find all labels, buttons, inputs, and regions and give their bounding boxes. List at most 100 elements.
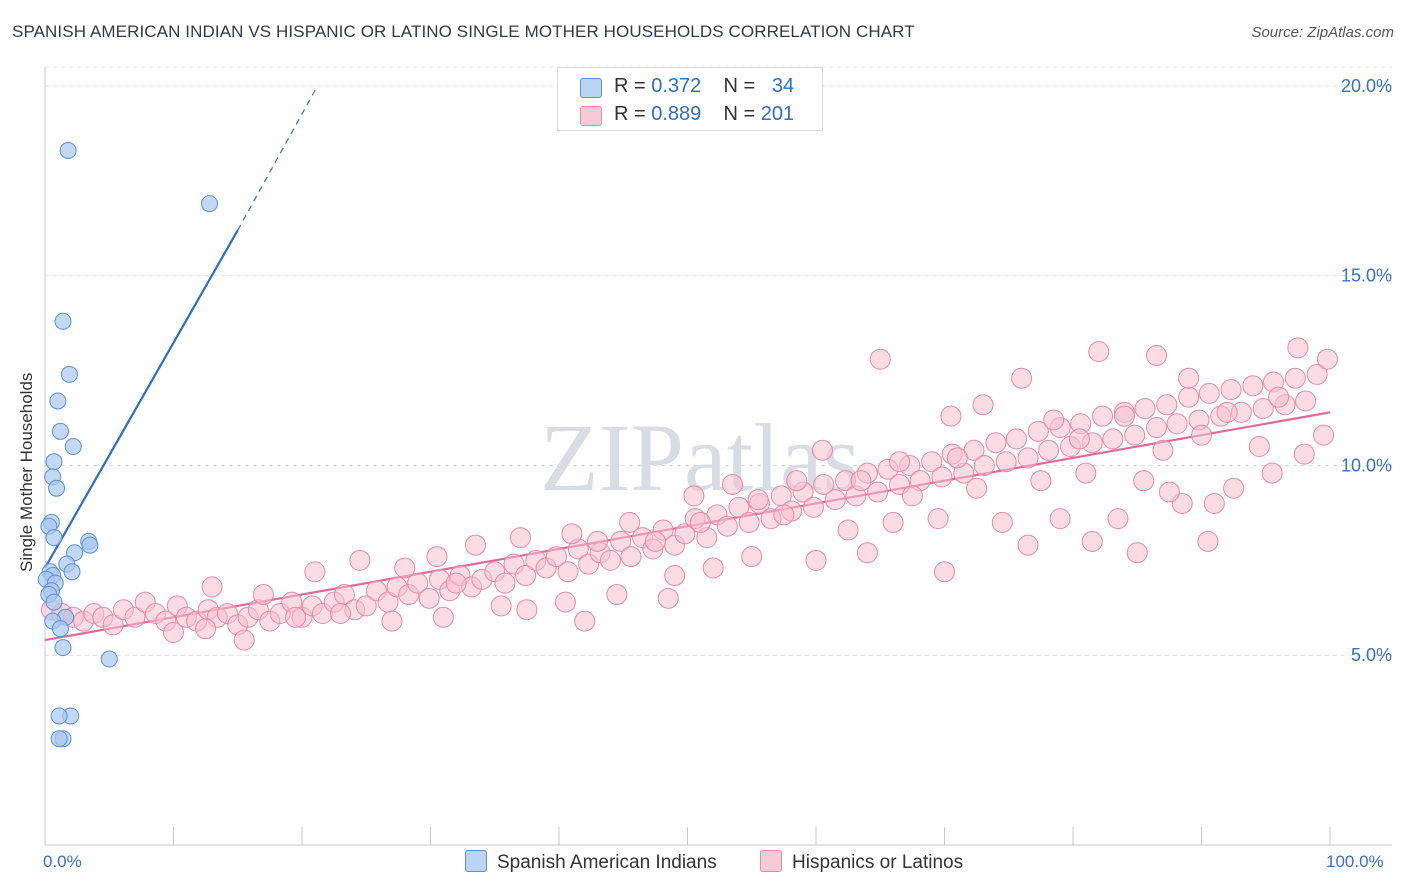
legend-r-value: 0.889 — [651, 103, 702, 125]
pink-point — [494, 572, 516, 594]
pink-point — [728, 496, 750, 518]
pink-point — [1113, 405, 1135, 427]
y-tick-label: 10.0% — [1341, 455, 1392, 475]
pink-point — [995, 451, 1017, 473]
pink-point — [683, 485, 705, 507]
pink-point — [1220, 379, 1242, 401]
pink-point — [824, 489, 846, 511]
blue-point — [200, 195, 218, 213]
pink-point — [721, 473, 743, 495]
blue-point — [45, 529, 63, 547]
pink-point — [889, 451, 911, 473]
pink-point — [1313, 424, 1335, 446]
pink-point — [811, 439, 833, 461]
blue-point — [51, 620, 69, 638]
pink-point — [1049, 508, 1071, 530]
pink-point — [381, 610, 403, 632]
pink-point — [850, 470, 872, 492]
pink-point — [407, 572, 429, 594]
pink-point — [620, 546, 642, 568]
pink-point — [418, 587, 440, 609]
bottom-legend-label: Hispanics or Latinos — [792, 852, 964, 873]
pink-point — [869, 348, 891, 370]
pink-point — [1203, 492, 1225, 514]
bottom-legend-swatch-pink — [760, 850, 782, 872]
pink-point — [554, 591, 576, 613]
pink-point — [432, 606, 454, 628]
legend-n-label: N = — [723, 75, 756, 97]
blue-point — [48, 479, 66, 497]
pink-point — [882, 511, 904, 533]
pink-point — [330, 602, 352, 624]
pink-point — [619, 511, 641, 533]
legend-r-label: R = — [614, 75, 646, 97]
blue-point — [50, 730, 68, 748]
pink-point — [252, 584, 274, 606]
pink-point — [773, 504, 795, 526]
pink-point — [1178, 386, 1200, 408]
pink-point — [464, 534, 486, 556]
pink-point — [940, 405, 962, 427]
pink-point — [285, 606, 307, 628]
pink-point — [1293, 443, 1315, 465]
x-tick-label-max: 100.0% — [1326, 852, 1384, 871]
pink-point — [1223, 477, 1245, 499]
pink-point — [1005, 428, 1027, 450]
pink-point — [802, 496, 824, 518]
bottom-legend-hispanics-or-latinos: Hispanics or Latinos — [760, 850, 963, 874]
pink-point — [233, 629, 255, 651]
pink-point — [515, 565, 537, 587]
pink-point — [1295, 390, 1317, 412]
pink-point — [1166, 413, 1188, 435]
blue-point — [45, 453, 63, 471]
pink-point — [934, 561, 955, 583]
pink-point — [349, 549, 371, 571]
pink-point — [741, 546, 763, 568]
blue-point — [64, 438, 82, 456]
blue-trend-line-extension — [237, 85, 318, 231]
pink-point — [1178, 367, 1200, 389]
y-axis-label: Single Mother Households — [17, 372, 36, 572]
pink-point — [1092, 405, 1114, 427]
blue-point — [54, 639, 72, 657]
pink-point — [1134, 398, 1156, 420]
pink-point — [1197, 530, 1219, 552]
blue-point — [60, 365, 78, 383]
pink-point — [1043, 409, 1065, 431]
pink-point — [1158, 481, 1180, 503]
pink-point — [1107, 508, 1129, 530]
blue-point — [49, 392, 67, 410]
pink-point — [664, 565, 686, 587]
pink-point — [674, 523, 696, 545]
pink-point — [856, 542, 878, 564]
pink-point — [163, 621, 184, 643]
legend-r-label: R = — [614, 103, 646, 125]
pink-point — [1146, 417, 1168, 439]
pink-point — [973, 454, 995, 476]
x-tick-label-min: 0.0% — [43, 852, 82, 871]
blue-point — [45, 593, 63, 611]
pink-point — [1198, 382, 1220, 404]
pink-point — [813, 473, 835, 495]
pink-point — [587, 530, 609, 552]
pink-point — [1146, 344, 1168, 366]
pink-point — [931, 466, 953, 488]
blue-point — [59, 141, 77, 159]
bottom-legend-label: Spanish American Indians — [497, 852, 717, 873]
pink-point — [394, 557, 416, 579]
blue-point — [63, 563, 81, 581]
pink-point — [1268, 386, 1290, 408]
pink-point — [1102, 428, 1124, 450]
pink-point — [599, 549, 621, 571]
pink-point — [195, 618, 217, 640]
y-tick-label: 5.0% — [1351, 645, 1392, 665]
pink-point — [1017, 447, 1039, 469]
pink-point — [1133, 470, 1155, 492]
pink-point — [657, 587, 679, 609]
bottom-legend-spanish-american-indians: Spanish American Indians — [465, 850, 717, 874]
pink-point — [946, 447, 968, 469]
pink-point — [509, 527, 531, 549]
pink-point — [1030, 470, 1052, 492]
pink-point — [786, 470, 808, 492]
